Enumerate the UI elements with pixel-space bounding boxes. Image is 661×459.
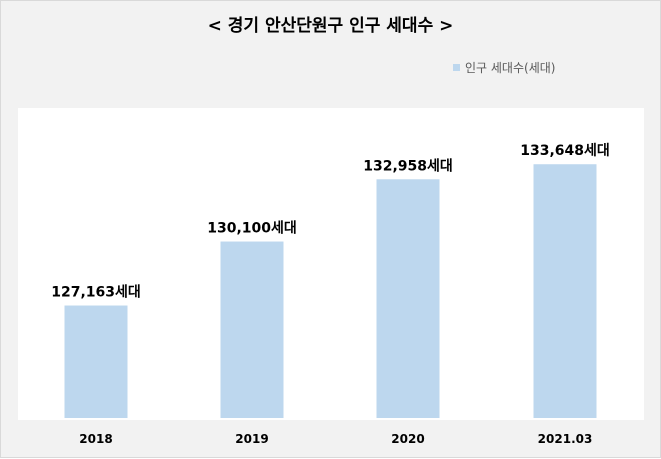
data-label-2021.03: 133,648세대 — [520, 143, 610, 159]
x-tick-label-2021.03: 2021.03 — [538, 432, 593, 446]
x-tick-label-2018: 2018 — [79, 432, 112, 446]
legend-swatch — [453, 64, 460, 71]
bar-2019 — [220, 241, 284, 418]
chart-title: < 경기 안산단원구 인구 세대수 > — [207, 16, 454, 36]
legend: 인구 세대수(세대) — [453, 59, 555, 76]
data-label-2019: 130,100세대 — [207, 221, 297, 237]
bar-2018 — [64, 305, 128, 418]
bar-2021.03 — [533, 164, 597, 418]
bar-2020 — [376, 179, 440, 418]
data-label-2018: 127,163세대 — [51, 285, 141, 301]
x-tick-label-2020: 2020 — [391, 432, 424, 446]
legend-label: 인구 세대수(세대) — [465, 61, 556, 75]
x-tick-label-2019: 2019 — [235, 432, 268, 446]
data-label-2020: 132,958세대 — [363, 158, 453, 174]
